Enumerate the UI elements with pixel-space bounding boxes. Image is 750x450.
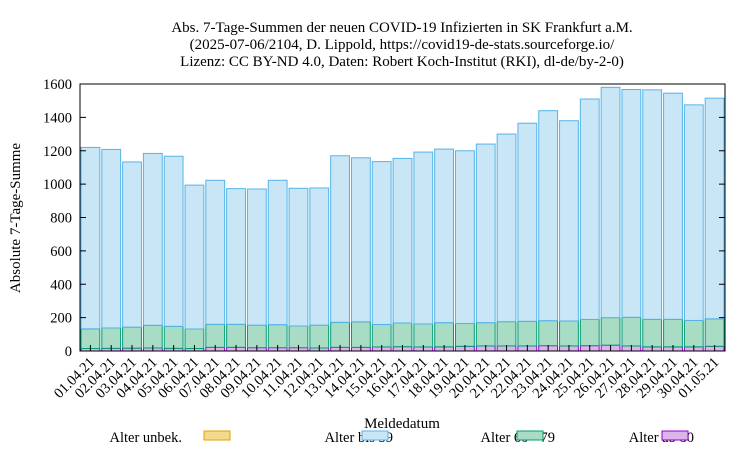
bar-segment: [642, 318, 663, 348]
bar-segment: [142, 324, 163, 349]
bar-segment: [600, 86, 621, 319]
bar-segment: [163, 155, 184, 327]
bar-segment: [371, 323, 392, 348]
bar-segment: [413, 323, 434, 348]
bar-segment: [226, 323, 246, 348]
y-tick-label: 400: [50, 277, 72, 293]
x-axis-label: Meldedatum: [364, 416, 440, 432]
bar-segment: [579, 98, 600, 320]
bar-segment: [330, 321, 350, 348]
bar-segment: [538, 320, 559, 347]
bar-segment: [80, 146, 101, 330]
bar-segment: [642, 89, 663, 320]
bar-segment: [101, 148, 122, 329]
bar-segment: [475, 143, 496, 324]
y-tick-label: 800: [50, 211, 72, 227]
bar-segment: [434, 322, 455, 348]
y-tick-label: 1200: [43, 144, 72, 160]
bar-segment: [683, 319, 704, 348]
title-line-3: Lizenz: CC BY-ND 4.0, Daten: Robert Koch…: [180, 54, 624, 70]
bar-segment: [226, 188, 246, 325]
bar-segment: [392, 157, 413, 324]
bar-segment: [517, 320, 538, 347]
bar-segment: [517, 122, 538, 322]
bar-segment: [309, 187, 330, 326]
bar-segment: [496, 133, 517, 323]
bar-segment: [413, 151, 434, 325]
bar-segment: [455, 322, 475, 347]
bar-segment: [455, 150, 475, 324]
legend-swatch: [516, 430, 544, 441]
bar-segment: [621, 316, 642, 347]
bar-segment: [683, 104, 704, 321]
bar-segment: [704, 97, 725, 320]
bar-segment: [371, 161, 392, 325]
bar-segment: [496, 321, 517, 347]
plot-frame: [79, 83, 726, 352]
legend-swatch: [661, 430, 689, 441]
bar-segment: [142, 152, 163, 326]
y-tick-label: 600: [50, 244, 72, 260]
bar-segment: [600, 317, 621, 346]
title-line-1: Abs. 7-Tage-Summen der neuen COVID-19 In…: [171, 20, 632, 36]
bar-segment: [288, 187, 309, 327]
bar-segment: [704, 318, 725, 347]
title-line-2: (2025-07-06/2104, D. Lippold, https://co…: [190, 37, 615, 53]
bar-segment: [267, 179, 288, 326]
legend-swatch: [361, 430, 389, 441]
bar-segment: [579, 318, 600, 347]
y-tick-label: 1600: [43, 77, 72, 93]
y-axis: 0 200 400 600 800 1000 1200 1400 1600: [43, 77, 725, 360]
y-tick-label: 0: [65, 344, 72, 360]
bar-segment: [184, 184, 205, 330]
bar-segment: [434, 148, 455, 324]
bar-segment: [392, 322, 413, 348]
bar-segment: [663, 318, 683, 348]
bar-segment: [350, 157, 371, 323]
y-axis-label: Absolute 7-Tage-Summe: [8, 143, 24, 294]
x-axis: 01.04.2102.04.2103.04.2104.04.2105.04.21…: [51, 345, 722, 402]
legend-label: Alter unbek.: [110, 430, 182, 446]
y-tick-label: 200: [50, 311, 72, 327]
bar-segment: [559, 320, 579, 347]
bar-segment: [330, 155, 350, 323]
bar-segment: [246, 188, 267, 326]
bars-layer: [80, 86, 725, 352]
bar-segment: [288, 325, 309, 349]
bar-segment: [475, 322, 496, 347]
bar-segment: [538, 110, 559, 322]
y-tick-label: 1000: [43, 177, 72, 193]
bar-segment: [205, 179, 226, 325]
bar-segment: [663, 92, 683, 320]
bar-segment: [621, 89, 642, 318]
y-tick-label: 1400: [43, 110, 72, 126]
chart-title: Abs. 7-Tage-Summen der neuen COVID-19 In…: [171, 20, 632, 70]
bar-segment: [267, 324, 288, 349]
bar-segment: [205, 323, 226, 348]
bar-segment: [559, 120, 579, 322]
bar-segment: [246, 324, 267, 349]
bar-segment: [309, 324, 330, 349]
legend-swatch: [203, 430, 231, 441]
bar-segment: [350, 321, 371, 348]
bar-segment: [122, 161, 142, 328]
